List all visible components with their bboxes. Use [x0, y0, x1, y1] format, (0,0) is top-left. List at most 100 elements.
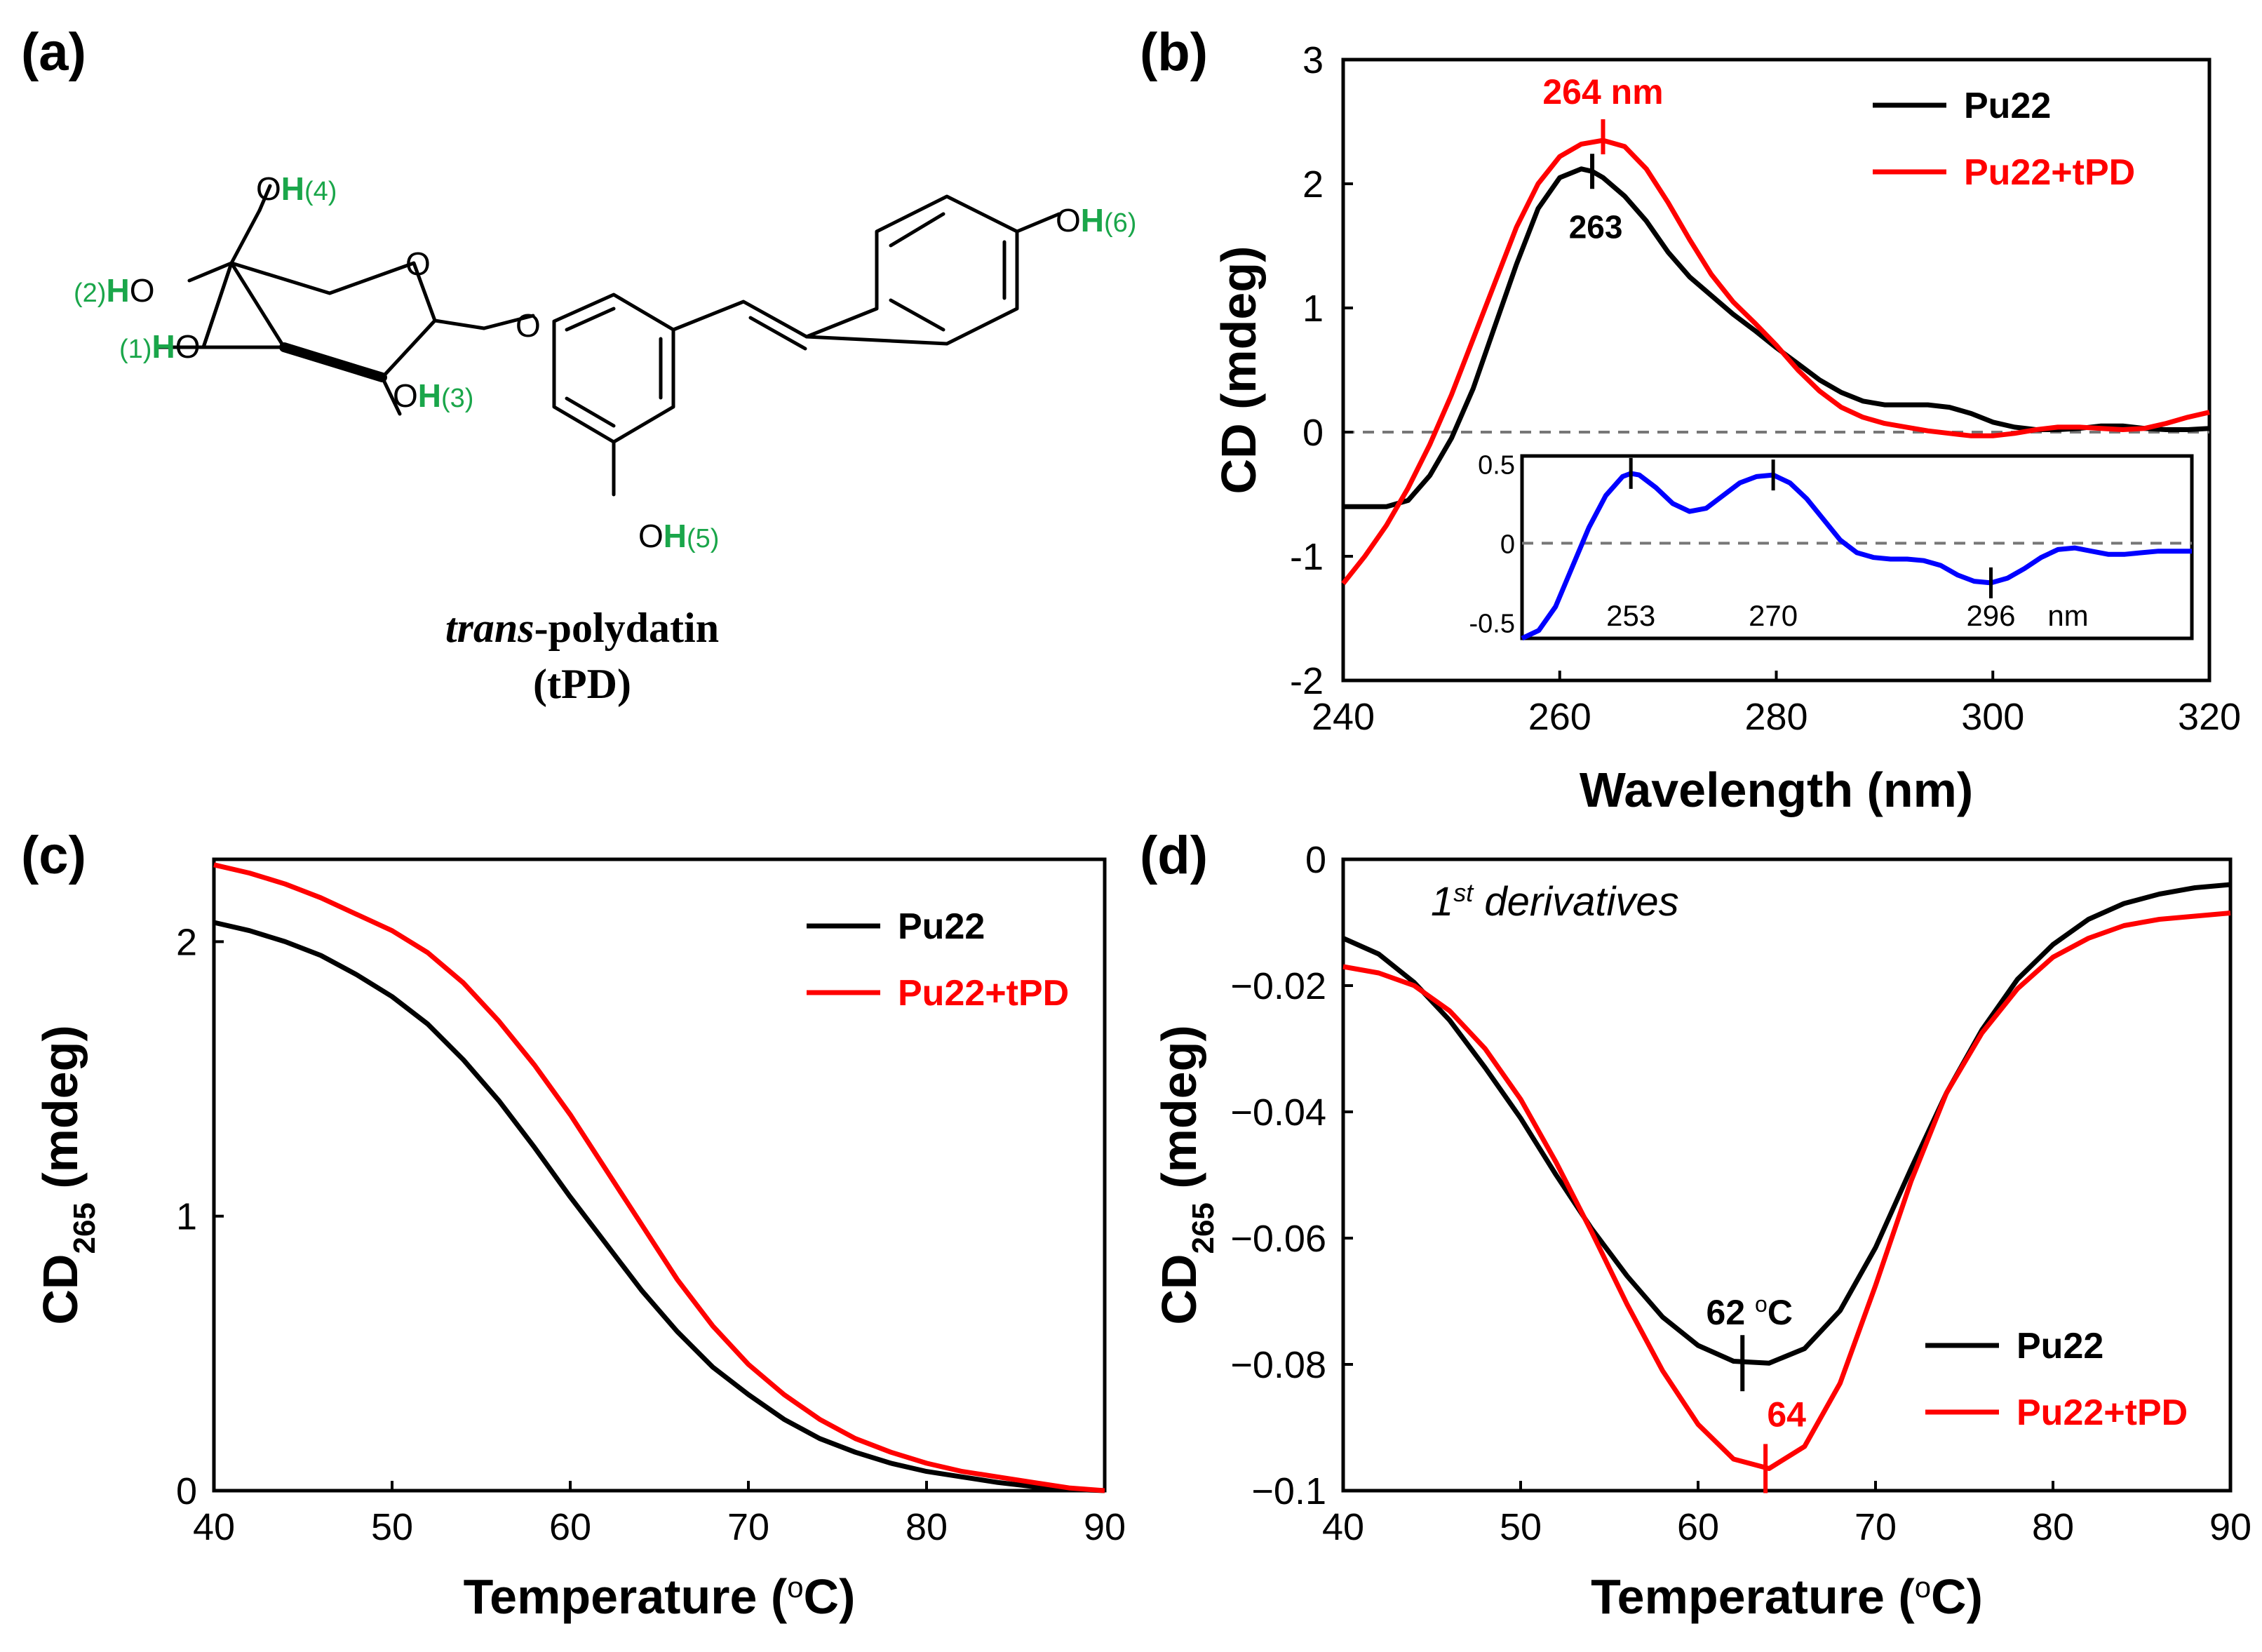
legend-label-0: Pu22 [1964, 86, 2051, 126]
x-axis-label-tail: C) [1931, 1569, 1983, 1624]
y-tick-label: 1 [1302, 288, 1324, 330]
series-line-pu22 [213, 920, 1105, 1493]
chart-title-tail: derivatives [1473, 879, 1678, 925]
x-tick-label: 50 [1500, 1506, 1542, 1548]
plot-frame [212, 857, 1107, 1493]
y-tick-label: −0.08 [1230, 1344, 1326, 1386]
compound-abbrev: (tPD) [533, 661, 631, 707]
y-tick-label: -2 [1290, 660, 1324, 702]
y-tick-label: 3 [1302, 39, 1324, 81]
inset-y-tick-label: -0.5 [1469, 609, 1515, 638]
series-line-pu22-tpd [213, 862, 1105, 1493]
annotation-263: 263 [1569, 208, 1623, 245]
y-axis-label-tail: (mdeg) [1152, 1025, 1206, 1202]
x-tick-label: 70 [727, 1506, 769, 1548]
y-axis-label-main: CD [1152, 1254, 1206, 1325]
y-tick-label: −0.1 [1251, 1470, 1326, 1512]
y-axis-label: CD (mdeg) [1211, 246, 1266, 495]
y-tick-label: −0.02 [1230, 965, 1326, 1007]
panel-c-label: (c) [21, 826, 86, 885]
x-tick-label: 260 [1528, 696, 1591, 738]
x-tick-label: 90 [1084, 1506, 1126, 1548]
x-tick-label: 50 [371, 1506, 413, 1548]
y-tick-label: −0.06 [1230, 1218, 1326, 1260]
y-axis-label-main: CD [33, 1254, 88, 1325]
label-oh3: OH(3) [393, 377, 473, 414]
y-tick-label: 0 [1305, 839, 1326, 881]
inset-y-tick-label: 0.5 [1478, 450, 1515, 480]
annotation-62c-main: 62 [1706, 1293, 1756, 1332]
chem-structure [156, 184, 1061, 497]
x-tick-label: 40 [1322, 1506, 1364, 1548]
label-oh6: OH(6) [1056, 202, 1136, 239]
x-axis-label-sup: o [787, 1571, 803, 1604]
chart-c: 40 50 60 70 80 90 0 1 2 Temperature (oC) CD265 (md… [33, 857, 1126, 1624]
x-tick-label: 60 [1677, 1506, 1719, 1548]
y-tick-label: 1 [176, 1196, 197, 1238]
x-axis-label: Temperature (oC) [464, 1569, 856, 1624]
label-oh5: OH(5) [638, 518, 719, 554]
panel-b-label: (b) [1140, 22, 1208, 82]
label-oh4: OH(4) [256, 170, 337, 207]
label-ring-o: O [405, 246, 431, 282]
chart-title: 1st derivatives [1431, 878, 1679, 925]
panel-a-label: (a) [21, 22, 86, 82]
label-ho2: (2)HO [74, 272, 154, 309]
x-tick-label: 80 [2032, 1506, 2074, 1548]
x-axis-label-sup: o [1915, 1571, 1931, 1604]
x-tick-label: 240 [1312, 696, 1375, 738]
y-axis-label-sub: 265 [1186, 1202, 1220, 1254]
inset-peak-label: 270 [1749, 599, 1798, 632]
y-tick-label: 2 [1302, 163, 1324, 206]
y-axis-label: CD265 (mdeg) [1152, 1025, 1220, 1324]
y-tick-label: 0 [1302, 412, 1324, 454]
legend-label-1: Pu22+tPD [2017, 1392, 2188, 1433]
x-axis-label: Temperature (oC) [1591, 1569, 1983, 1624]
x-tick-label: 60 [549, 1506, 591, 1548]
x-tick-label: 40 [193, 1506, 235, 1548]
plot-frame [1341, 857, 2233, 1493]
x-tick-label: 70 [1854, 1506, 1897, 1548]
x-tick-label: 320 [2178, 696, 2241, 738]
y-axis-label-tail: (mdeg) [33, 1025, 88, 1202]
y-tick-label: 2 [176, 921, 197, 963]
compound-name: trans-polydatin [445, 605, 719, 651]
label-ho1: (1)HO [119, 328, 200, 365]
x-axis-label-main: Temperature ( [1591, 1569, 1915, 1624]
annotation-62c: 62 oC [1706, 1291, 1793, 1332]
chart-title-sup: st [1453, 878, 1474, 907]
annotation-62c-tail: C [1768, 1293, 1793, 1332]
y-axis-label: CD265 (mdeg) [33, 1025, 102, 1324]
chart-d: 40 50 60 70 80 90 −0.1 −0.08 −0.06 −0.04 −0.02 0 Tem… [1152, 839, 2251, 1624]
annotation-64: 64 [1767, 1395, 1806, 1435]
series-line-pu22 [1342, 882, 2231, 1366]
chem-labels: OH(4) O (2)HO (1)HO OH(3) O OH(5) OH(6) [74, 170, 1136, 554]
y-axis-label-sub: 265 [67, 1202, 102, 1254]
panel-d-label: (d) [1140, 826, 1208, 885]
y-tick-label: −0.04 [1230, 1092, 1326, 1134]
y-tick-label: 0 [176, 1470, 197, 1512]
inset-y-tick-label: 0 [1500, 530, 1515, 559]
label-bridge-o: O [516, 307, 541, 344]
legend-label-0: Pu22 [2017, 1326, 2103, 1366]
x-axis-label-tail: C) [804, 1569, 856, 1624]
x-tick-label: 280 [1744, 696, 1807, 738]
legend-label-1: Pu22+tPD [1964, 152, 2135, 193]
x-axis-label-main: Temperature ( [464, 1569, 788, 1624]
series-line-pu22-tpd [1341, 137, 2210, 586]
inset-peak-label: 296 [1966, 599, 2015, 632]
inset-peak-label: 253 [1606, 599, 1655, 632]
chart-b: 240 260 280 300 320 -2 -1 0 1 2 3 Wavelength (nm) CD… [1211, 39, 2241, 817]
x-axis-label: Wavelength (nm) [1580, 763, 1973, 817]
x-tick-label: 90 [2209, 1506, 2251, 1548]
annotation-62c-sup: o [1755, 1291, 1768, 1317]
legend-label-0: Pu22 [898, 906, 985, 947]
x-tick-label: 300 [1961, 696, 2024, 738]
chart-title-main: 1 [1431, 879, 1453, 925]
annotation-264nm: 264 nm [1542, 72, 1663, 112]
y-tick-label: -1 [1290, 536, 1324, 578]
inset-unit-label: nm [2047, 599, 2088, 632]
x-tick-label: 80 [906, 1506, 948, 1548]
series-line-pu22-tpd [1342, 911, 2231, 1471]
